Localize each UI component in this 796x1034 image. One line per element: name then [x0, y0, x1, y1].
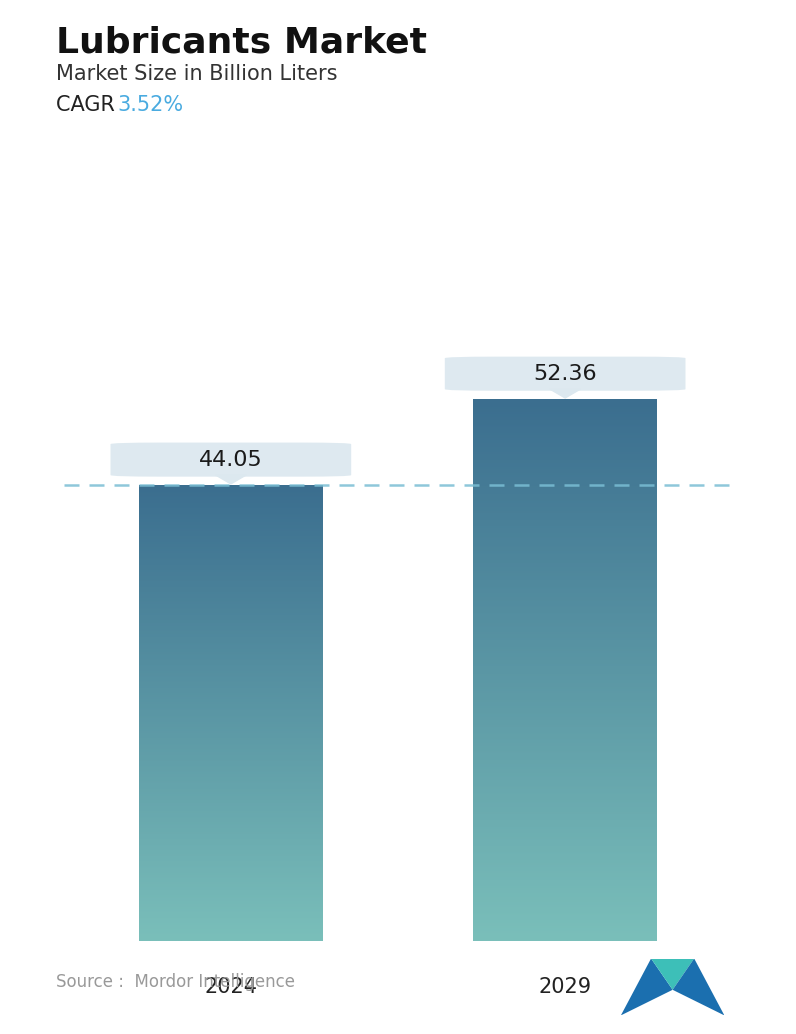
Polygon shape: [651, 959, 694, 990]
Text: Source :  Mordor Intelligence: Source : Mordor Intelligence: [56, 973, 295, 991]
FancyBboxPatch shape: [111, 443, 351, 477]
Text: 3.52%: 3.52%: [118, 95, 184, 115]
Text: 52.36: 52.36: [533, 364, 597, 384]
Polygon shape: [216, 476, 246, 484]
Text: Lubricants Market: Lubricants Market: [56, 26, 427, 60]
FancyBboxPatch shape: [445, 357, 685, 391]
Text: 2029: 2029: [539, 977, 591, 997]
Text: Market Size in Billion Liters: Market Size in Billion Liters: [56, 64, 338, 84]
Polygon shape: [621, 959, 673, 1015]
Text: 44.05: 44.05: [199, 450, 263, 469]
Polygon shape: [550, 389, 580, 398]
Text: 2024: 2024: [205, 977, 257, 997]
Text: CAGR: CAGR: [56, 95, 128, 115]
Polygon shape: [673, 959, 724, 1015]
